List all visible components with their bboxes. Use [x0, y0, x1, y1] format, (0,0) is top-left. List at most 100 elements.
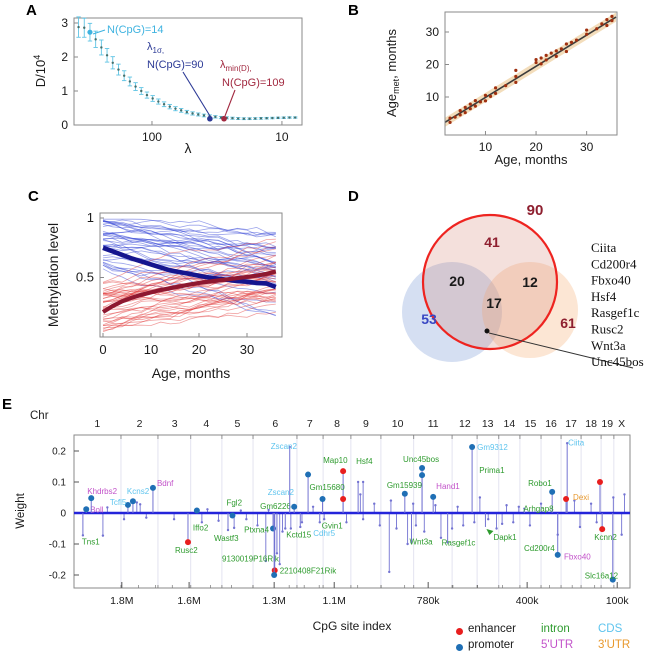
svg-text:3: 3	[61, 16, 68, 30]
promoter-dot	[83, 506, 90, 513]
svg-text:Methylation level: Methylation level	[45, 223, 61, 327]
svg-text:Gm15939: Gm15939	[387, 481, 423, 490]
svg-text:2: 2	[137, 418, 143, 430]
promoter-dot	[609, 576, 616, 583]
promoter-dot	[88, 495, 95, 502]
svg-text:Tns1: Tns1	[82, 537, 100, 546]
enhancer-dot	[599, 526, 606, 533]
svg-text:12: 12	[459, 418, 471, 430]
single-cpg-lines	[102, 218, 276, 333]
promoter-dot	[469, 443, 476, 450]
svg-text:λmin(D),: λmin(D),	[220, 59, 252, 73]
panel-c-label: C	[28, 188, 39, 205]
svg-text:41: 41	[484, 234, 500, 250]
svg-text:1.1M: 1.1M	[323, 595, 346, 607]
promoter-dot	[193, 507, 200, 514]
scatter-points	[448, 14, 614, 124]
svg-text:20: 20	[449, 273, 465, 289]
svg-text:100k: 100k	[606, 595, 630, 607]
svg-text:Robo1: Robo1	[528, 479, 552, 488]
svg-text:1: 1	[94, 418, 100, 430]
svg-text:Fbxo40: Fbxo40	[591, 273, 631, 288]
svg-text:10: 10	[426, 90, 440, 104]
svg-text:90: 90	[527, 202, 544, 219]
svg-text:61: 61	[560, 315, 576, 331]
svg-text:Prima1: Prima1	[479, 466, 505, 475]
svg-text:100: 100	[142, 130, 162, 144]
mean-hypomethylated-line	[101, 269, 277, 314]
panel-c-plot: 1 0.5 0 10 20 30 Age, months Methylation level	[45, 210, 283, 381]
legend-cds-label: CDS	[598, 623, 623, 635]
promoter-dot	[549, 488, 556, 495]
promoter-dot	[291, 503, 298, 510]
svg-text:Wnt3a: Wnt3a	[591, 338, 626, 353]
panel-a-chart: 0 1 2 3 100 10 λ D/104 N(CpG)=14 λ1σ, N(CpG)=90 λmi…	[32, 16, 303, 156]
promoter-dot	[456, 644, 463, 651]
svg-text:Tcfl5: Tcfl5	[110, 498, 127, 507]
panel-a-label: A	[26, 2, 37, 19]
panel-e-label: E	[2, 396, 13, 413]
arrow-marker	[486, 528, 494, 535]
svg-text:1.6M: 1.6M	[177, 595, 200, 607]
svg-text:0.5: 0.5	[76, 270, 94, 285]
svg-text:20: 20	[426, 58, 440, 72]
svg-text:Gm6226: Gm6226	[260, 502, 291, 511]
svg-text:Age, months: Age, months	[495, 152, 568, 167]
svg-text:X: X	[618, 418, 625, 430]
svg-text:Unc45bos: Unc45bos	[403, 455, 439, 464]
svg-text:9130019P16Rik: 9130019P16Rik	[222, 554, 280, 563]
panel-b-chart: 10 20 30 10 20 30 Age, months Agemet, months	[384, 11, 618, 167]
svg-text:Bdnf: Bdnf	[157, 479, 174, 488]
svg-text:17: 17	[565, 418, 577, 430]
panel-d-label: D	[348, 188, 359, 205]
enhancer-dot	[563, 496, 570, 503]
svg-text:Zscan2: Zscan2	[271, 442, 298, 451]
svg-text:30: 30	[240, 342, 254, 357]
svg-text:10: 10	[392, 418, 404, 430]
svg-text:2: 2	[61, 50, 68, 64]
promoter-dot	[319, 496, 326, 503]
svg-text:0: 0	[61, 118, 68, 132]
svg-text:-0.2: -0.2	[49, 571, 67, 582]
promoter-dot	[129, 498, 136, 505]
svg-text:7: 7	[307, 418, 313, 430]
svg-text:Dexi: Dexi	[573, 493, 589, 502]
orange-set	[482, 262, 578, 358]
svg-text:2210408F21Rik: 2210408F21Rik	[280, 566, 337, 575]
svg-text:λ1σ,: λ1σ,	[147, 41, 164, 55]
panel-b-label: B	[348, 2, 359, 19]
svg-text:18: 18	[585, 418, 597, 430]
svg-text:Gm15680: Gm15680	[310, 483, 346, 492]
svg-text:0.1: 0.1	[52, 478, 66, 489]
svg-text:Zscan2: Zscan2	[268, 488, 295, 497]
panel-b-plot: 10 20 30 10 20 30 Age, months Agemet, months	[384, 11, 618, 167]
svg-text:Kcns2: Kcns2	[127, 487, 150, 496]
svg-text:-0.1: -0.1	[49, 540, 67, 551]
svg-text:Boll: Boll	[90, 505, 104, 514]
svg-text:Cd200r4: Cd200r4	[524, 544, 555, 553]
svg-text:780k: 780k	[417, 595, 441, 607]
svg-text:Kcnn2: Kcnn2	[594, 533, 617, 542]
svg-text:20: 20	[529, 140, 543, 154]
enhancer-dot	[456, 628, 463, 635]
legend-3utr-label: 3'UTR	[598, 639, 631, 651]
svg-text:Cd200r4: Cd200r4	[591, 256, 637, 271]
svg-text:Hsf4: Hsf4	[356, 457, 373, 466]
svg-text:Kctd15: Kctd15	[286, 531, 311, 540]
promoter-dot	[419, 465, 426, 472]
svg-text:Hand1: Hand1	[436, 482, 460, 491]
svg-text:15: 15	[525, 418, 537, 430]
svg-text:1.3M: 1.3M	[262, 595, 285, 607]
svg-text:30: 30	[580, 140, 594, 154]
svg-text:Unc45bos: Unc45bos	[591, 354, 644, 369]
chromosome-gridlines	[120, 435, 615, 588]
promoter-dot	[149, 484, 156, 491]
blue-set	[402, 262, 502, 362]
promoter-dot	[305, 471, 312, 478]
svg-text:3: 3	[172, 418, 178, 430]
svg-text:1: 1	[61, 84, 68, 98]
svg-text:30: 30	[426, 25, 440, 39]
svg-text:13: 13	[482, 418, 494, 430]
